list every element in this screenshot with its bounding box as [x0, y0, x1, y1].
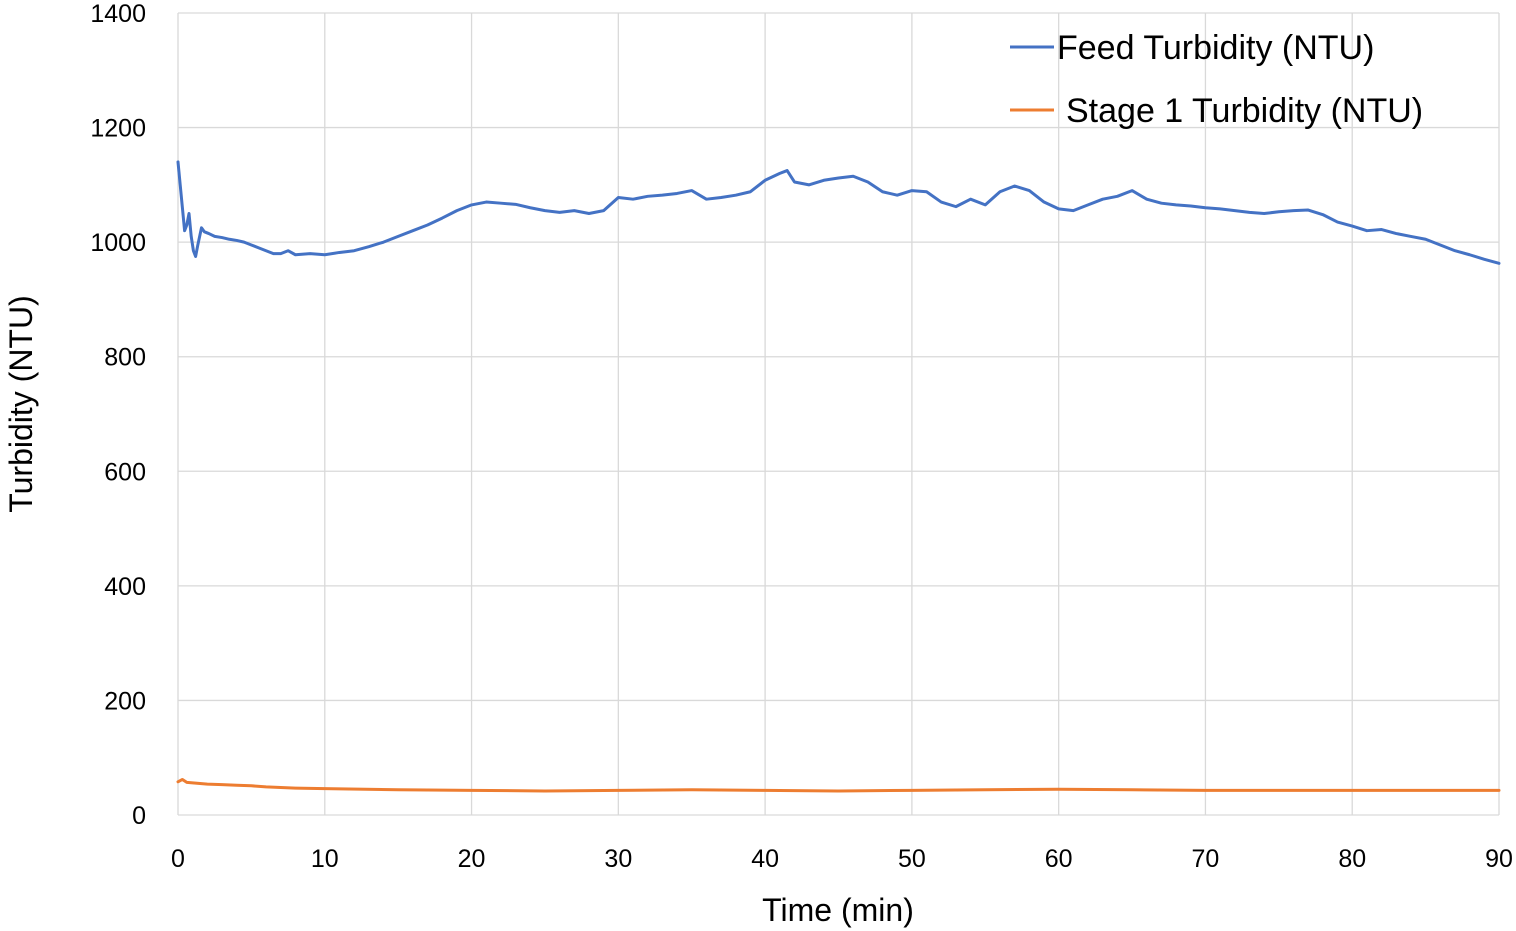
series-line-feed-turbidity-ntu: [176, 160, 1501, 265]
x-tick-label: 70: [1192, 845, 1220, 873]
y-axis-title: Turbidity (NTU): [3, 295, 39, 512]
y-tick-label: 1200: [90, 115, 146, 143]
gridlines: [177, 12, 1500, 816]
y-tick-label: 1000: [90, 229, 146, 257]
x-tick-label: 40: [751, 845, 779, 873]
series-lines: [176, 160, 1501, 793]
y-tick-label: 800: [104, 344, 146, 372]
y-tick-label: 1400: [90, 0, 146, 28]
y-tick-label: 0: [132, 802, 146, 830]
x-tick-label: 90: [1485, 845, 1513, 873]
legend-label-feed-turbidity: Feed Turbidity (NTU): [1057, 29, 1374, 67]
x-tick-label: 30: [604, 845, 632, 873]
tick-labels: 0 200 400 600 800 1000 1200 1400 0 10 20 30 40 50 60 70…: [90, 0, 1513, 873]
y-tick-label: 600: [104, 458, 146, 486]
y-tick-label: 200: [104, 687, 146, 715]
x-tick-label: 60: [1045, 845, 1073, 873]
legend-label-stage1-turbidity: Stage 1 Turbidity (NTU): [1066, 92, 1423, 130]
series-line-stage-1-turbidity-ntu: [176, 777, 1501, 793]
x-tick-label: 20: [458, 845, 486, 873]
x-tick-label: 10: [311, 845, 339, 873]
x-axis-title: Time (min): [762, 892, 914, 928]
legend: Feed Turbidity (NTU) Stage 1 Turbidity (…: [1010, 29, 1423, 130]
x-tick-label: 0: [171, 845, 185, 873]
x-tick-label: 80: [1338, 845, 1366, 873]
y-tick-label: 400: [104, 573, 146, 601]
x-tick-label: 50: [898, 845, 926, 873]
